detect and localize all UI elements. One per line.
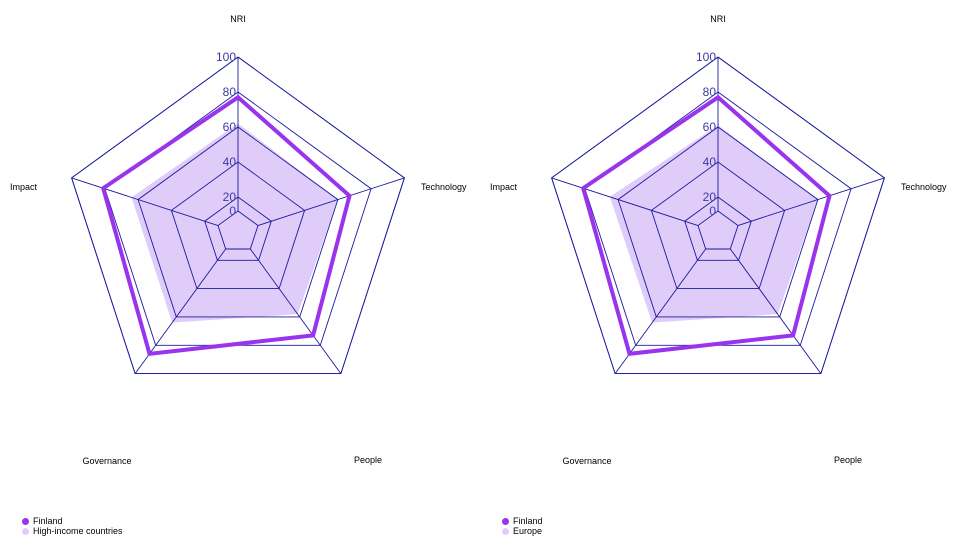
tick-label-20: 20	[223, 190, 237, 204]
spoke-impact	[71, 177, 219, 226]
legend-label-comparison: Europe	[513, 526, 543, 536]
axis-label-nri: NRI	[230, 14, 246, 24]
legend-label-comparison: High-income countries	[33, 526, 123, 536]
series-area-europe	[609, 125, 818, 323]
axis-label-governance: Governance	[82, 456, 131, 466]
legend-swatch-country	[502, 517, 509, 525]
spoke-people	[249, 248, 342, 374]
spoke-technology	[737, 177, 885, 226]
grid-ring-0	[217, 210, 259, 250]
tick-label-20: 20	[703, 190, 717, 204]
axis-label-impact: Impact	[490, 182, 518, 192]
tick-label-60: 60	[703, 120, 717, 134]
legend-high-income: Finland High-income countries	[22, 516, 123, 536]
tick-label-0: 0	[229, 204, 236, 218]
axis-label-people: People	[354, 455, 382, 465]
grid-ring-40	[650, 161, 786, 290]
tick-label-80: 80	[703, 85, 717, 99]
legend-europe: Finland Europe	[502, 516, 543, 536]
tick-label-60: 60	[223, 120, 237, 134]
grid-ring-60	[617, 126, 819, 318]
legend-item-country: Finland	[502, 516, 543, 526]
series-line-finland	[580, 94, 832, 356]
legend-item-comparison: Europe	[502, 526, 543, 536]
grid-ring-20	[204, 196, 272, 261]
grid-ring-0	[697, 210, 739, 250]
tick-label-40: 40	[223, 155, 237, 169]
tick-label-0: 0	[709, 204, 716, 218]
legend-item-comparison: High-income countries	[22, 526, 123, 536]
legend-swatch-comparison	[502, 527, 509, 535]
spoke-technology	[257, 177, 405, 226]
tick-label-100: 100	[696, 50, 716, 64]
grid-ring-20	[684, 196, 752, 261]
legend-swatch-comparison	[22, 527, 29, 535]
axis-label-governance: Governance	[562, 456, 611, 466]
axis-label-impact: Impact	[10, 182, 38, 192]
axis-label-technology: Technology	[901, 182, 947, 192]
tick-label-40: 40	[703, 155, 717, 169]
spoke-people	[729, 248, 822, 374]
axis-label-people: People	[834, 455, 862, 465]
axis-label-nri: NRI	[710, 14, 726, 24]
grid-outer-ring	[71, 56, 405, 375]
legend-label-country: Finland	[33, 516, 63, 526]
legend-label-country: Finland	[513, 516, 543, 526]
grid-ring-40	[170, 161, 306, 290]
grid-outer-ring	[551, 56, 885, 375]
legend-item-country: Finland	[22, 516, 123, 526]
radar-chart-europe: 020 40 60 80 100 NRI Technology People Governanc…	[490, 14, 947, 466]
series-line-finland	[100, 94, 352, 356]
series-area-high-income-countries	[131, 123, 338, 323]
radar-chart-high-income: 020 40 60 80 100 NRI Technology People Governanc…	[10, 14, 467, 466]
grid-ring-60	[137, 126, 339, 318]
legend-swatch-country	[22, 517, 29, 525]
tick-label-80: 80	[223, 85, 237, 99]
spoke-impact	[551, 177, 699, 226]
axis-label-technology: Technology	[421, 182, 467, 192]
tick-label-100: 100	[216, 50, 236, 64]
